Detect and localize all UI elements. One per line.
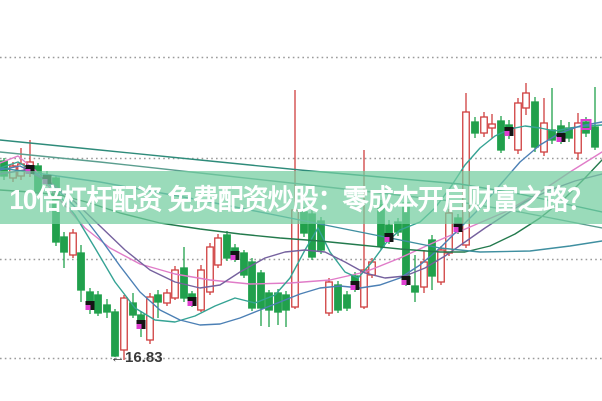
candle-body-down [282, 294, 290, 311]
candle-body-up [420, 261, 428, 288]
candle-body-up [206, 246, 214, 293]
candle-body-down [248, 261, 256, 309]
signal-mark-magenta [230, 255, 236, 260]
candle-body-up [163, 292, 171, 304]
candle-body-up [540, 122, 548, 153]
signal-mark-magenta [453, 227, 459, 232]
signal-mark-magenta [136, 324, 142, 329]
candle-body-down [334, 284, 342, 311]
signal-mark-magenta [504, 131, 510, 136]
candle-body-up [574, 122, 582, 154]
signal-mark-magenta [401, 280, 407, 285]
candle-body-up [360, 269, 368, 308]
candle-body-up [197, 269, 205, 311]
low-price-annotation: ←16.83 [110, 349, 163, 366]
candle-body-up [120, 297, 128, 351]
candle-body-down [497, 120, 505, 151]
candle-body-down [343, 294, 351, 309]
candle-body-up [214, 237, 222, 266]
candle-body-down [411, 285, 419, 293]
candle-body-up [291, 209, 299, 308]
signal-mark-magenta [85, 305, 91, 310]
candle-body-up [522, 92, 530, 109]
headline-banner: 10倍杠杆配资 免费配资炒股：零成本开启财富之路？ [0, 171, 602, 224]
candle-body-up [325, 281, 333, 314]
candle-body-down [223, 234, 231, 259]
candle-body-down [111, 311, 119, 357]
candle-body-down [94, 294, 102, 314]
candle-body-up [437, 249, 445, 283]
candle-body-down [60, 236, 68, 253]
candle-body-up [480, 116, 488, 134]
signal-mark-magenta [556, 137, 562, 142]
candle-body-up [171, 269, 179, 299]
signal-mark-magenta [384, 237, 390, 242]
signal-mark-magenta [350, 285, 356, 290]
signal-mark-magenta [580, 119, 592, 130]
candle-body-down [531, 101, 539, 148]
candle-body-down [582, 121, 590, 134]
candle-body-down [265, 292, 273, 311]
candle-body-up [488, 123, 496, 129]
candle-body-down [240, 252, 248, 276]
signal-mark-magenta [187, 301, 193, 306]
headline-text: 10倍杠杆配资 免费配资炒股：零成本开启财富之路？ [9, 182, 593, 216]
candle-body-down [154, 294, 162, 303]
candle-body-down [103, 304, 111, 313]
candle-body-up [69, 232, 77, 256]
candle-body-down [77, 252, 85, 291]
candle-body-down [591, 126, 599, 148]
candle-body-down [257, 272, 265, 309]
candle-body-down [471, 121, 479, 134]
